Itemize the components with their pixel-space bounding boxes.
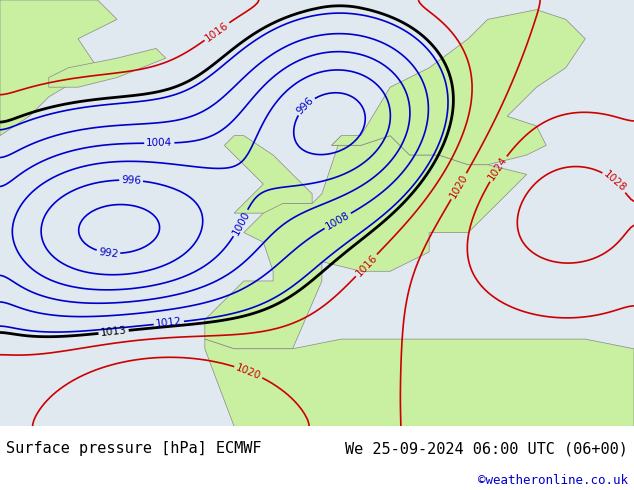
Polygon shape [224, 136, 312, 213]
Polygon shape [332, 10, 585, 165]
Text: 1028: 1028 [602, 169, 628, 194]
Polygon shape [205, 136, 527, 349]
Text: 1012: 1012 [155, 317, 183, 329]
Text: ©weatheronline.co.uk: ©weatheronline.co.uk [477, 474, 628, 487]
Text: 1008: 1008 [324, 210, 352, 232]
Text: 1013: 1013 [100, 325, 127, 338]
Text: 996: 996 [295, 95, 316, 117]
Text: 1000: 1000 [230, 209, 252, 237]
Text: 1020: 1020 [448, 172, 470, 200]
Text: 1016: 1016 [204, 20, 231, 43]
Text: 1024: 1024 [486, 155, 510, 183]
Text: We 25-09-2024 06:00 UTC (06+00): We 25-09-2024 06:00 UTC (06+00) [345, 441, 628, 456]
Polygon shape [205, 339, 634, 426]
Text: 1020: 1020 [235, 362, 262, 381]
Text: 1016: 1016 [354, 252, 379, 278]
Text: 996: 996 [121, 175, 141, 186]
Polygon shape [0, 0, 117, 136]
Text: 992: 992 [98, 246, 119, 259]
Text: Surface pressure [hPa] ECMWF: Surface pressure [hPa] ECMWF [6, 441, 262, 456]
Text: 1004: 1004 [146, 138, 172, 148]
Polygon shape [49, 49, 166, 87]
